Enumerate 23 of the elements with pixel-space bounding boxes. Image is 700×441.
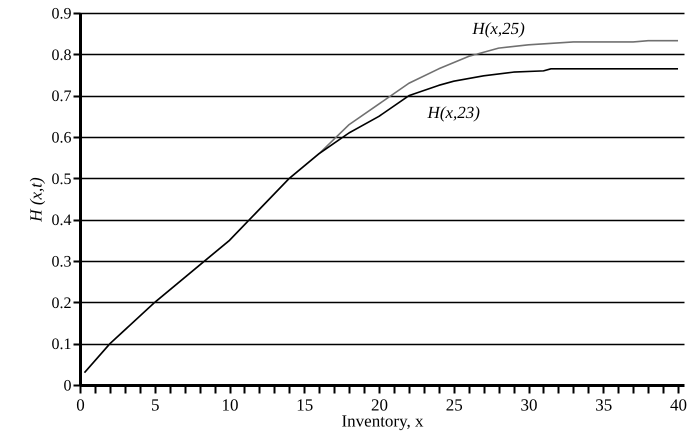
x-tick-label: 0	[76, 396, 85, 414]
x-tick-label: 35	[595, 396, 612, 414]
y-axis-title: H (x,t)	[26, 176, 46, 223]
series-label: H(x,25)	[471, 19, 526, 38]
x-tick-label: 20	[371, 396, 388, 414]
y-tick-label: 0.1	[52, 336, 72, 354]
x-tick-label: 30	[520, 396, 538, 414]
y-tick-label: 0.4	[52, 212, 72, 230]
x-axis-title: Inventory, x	[342, 412, 424, 430]
y-tick-label: 0.5	[52, 170, 72, 188]
x-tick-label: 10	[222, 396, 239, 414]
y-tick-label: 0.6	[52, 130, 72, 146]
y-tick-label: 0.7	[52, 88, 72, 106]
y-tick-label: 0.3	[52, 254, 72, 270]
x-tick-label: 15	[296, 396, 314, 414]
y-tick-label: 0.9	[52, 6, 72, 22]
x-tick-label: 40	[670, 396, 688, 414]
x-tick-label: 5	[151, 396, 160, 414]
x-tick-label: 25	[446, 396, 463, 414]
y-tick-label: 0	[64, 378, 72, 394]
y-tick-label: 0.2	[52, 294, 72, 312]
series-label: H(x,23)	[426, 103, 480, 122]
y-tick-label: 0.8	[52, 46, 72, 64]
